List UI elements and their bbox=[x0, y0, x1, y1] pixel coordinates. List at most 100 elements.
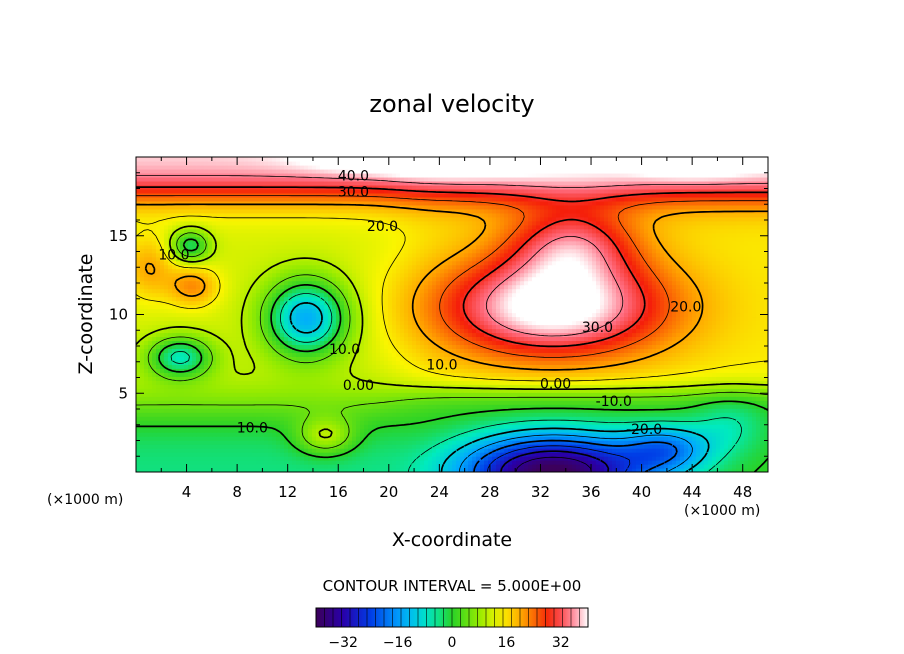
field-cell bbox=[692, 396, 697, 401]
field-cell bbox=[164, 364, 169, 369]
field-cell bbox=[340, 356, 345, 361]
field-cell bbox=[452, 436, 457, 441]
field-cell bbox=[356, 460, 361, 465]
field-cell bbox=[524, 464, 529, 469]
field-cell bbox=[660, 460, 665, 465]
field-cell bbox=[292, 364, 297, 369]
field-cell bbox=[300, 440, 305, 445]
field-cell bbox=[188, 356, 193, 361]
field-cell bbox=[388, 400, 393, 405]
field-cell bbox=[212, 360, 217, 365]
field-cell bbox=[648, 384, 653, 389]
field-cell bbox=[316, 412, 321, 417]
field-cell bbox=[364, 388, 369, 393]
field-cell bbox=[148, 432, 153, 437]
field-cell bbox=[380, 432, 385, 437]
field-cell bbox=[592, 404, 597, 409]
field-cell bbox=[672, 412, 677, 417]
field-cell bbox=[224, 376, 229, 381]
field-cell bbox=[240, 368, 245, 373]
field-cell bbox=[676, 388, 681, 393]
field-cell bbox=[432, 396, 437, 401]
field-cell bbox=[664, 388, 669, 393]
field-cell bbox=[276, 364, 281, 369]
field-cell bbox=[632, 456, 637, 461]
field-cell bbox=[660, 376, 665, 381]
field-cell bbox=[392, 352, 397, 357]
field-cell bbox=[360, 444, 365, 449]
field-cell bbox=[492, 460, 497, 465]
field-cell bbox=[228, 400, 233, 405]
field-cell bbox=[644, 412, 649, 417]
field-cell bbox=[464, 372, 469, 377]
field-cell bbox=[732, 428, 737, 433]
field-cell bbox=[184, 396, 189, 401]
field-cell bbox=[356, 440, 361, 445]
field-cell bbox=[708, 376, 713, 381]
field-cell bbox=[716, 356, 721, 361]
field-cell bbox=[700, 424, 705, 429]
field-cell bbox=[280, 404, 285, 409]
field-cell bbox=[320, 400, 325, 405]
field-cell bbox=[584, 464, 589, 469]
field-cell bbox=[264, 420, 269, 425]
field-cell bbox=[452, 364, 457, 369]
field-cell bbox=[640, 372, 645, 377]
field-cell bbox=[144, 440, 149, 445]
field-cell bbox=[704, 412, 709, 417]
field-cell bbox=[248, 344, 253, 349]
field-cell bbox=[404, 456, 409, 461]
field-cell bbox=[432, 352, 437, 357]
field-cell bbox=[308, 380, 313, 385]
field-cell bbox=[508, 384, 513, 389]
field-cell bbox=[156, 460, 161, 465]
field-cell bbox=[472, 372, 477, 377]
field-cell bbox=[472, 412, 477, 417]
field-cell bbox=[708, 452, 713, 457]
field-cell bbox=[696, 360, 701, 365]
field-cell bbox=[148, 412, 153, 417]
field-cell bbox=[180, 356, 185, 361]
field-cell bbox=[496, 372, 501, 377]
field-cell bbox=[708, 380, 713, 385]
field-cell bbox=[448, 452, 453, 457]
field-cell bbox=[620, 464, 625, 469]
field-cell bbox=[452, 464, 457, 469]
field-cell bbox=[756, 376, 761, 381]
field-cell bbox=[736, 412, 741, 417]
field-cell bbox=[696, 444, 701, 449]
field-cell bbox=[628, 396, 633, 401]
field-cell bbox=[696, 404, 701, 409]
field-cell bbox=[740, 428, 745, 433]
field-cell bbox=[308, 424, 313, 429]
field-cell bbox=[184, 388, 189, 393]
field-cell bbox=[484, 392, 489, 397]
field-cell bbox=[716, 360, 721, 365]
field-cell bbox=[248, 460, 253, 465]
field-cell bbox=[464, 468, 469, 472]
field-cell bbox=[168, 404, 173, 409]
field-cell bbox=[472, 396, 477, 401]
field-cell bbox=[480, 444, 485, 449]
field-cell bbox=[556, 432, 561, 437]
field-cell bbox=[340, 448, 345, 453]
field-cell bbox=[628, 452, 633, 457]
field-cell bbox=[440, 368, 445, 373]
field-cell bbox=[252, 428, 257, 433]
field-cell bbox=[284, 356, 289, 361]
field-cell bbox=[464, 400, 469, 405]
field-cell bbox=[636, 452, 641, 457]
field-cell bbox=[328, 364, 333, 369]
field-cell bbox=[472, 452, 477, 457]
field-cell bbox=[480, 380, 485, 385]
field-cell bbox=[264, 444, 269, 449]
field-cell bbox=[316, 432, 321, 437]
field-cell bbox=[584, 432, 589, 437]
field-cell bbox=[256, 460, 261, 465]
field-cell bbox=[664, 420, 669, 425]
field-cell bbox=[236, 452, 241, 457]
field-cell bbox=[136, 444, 141, 449]
field-cell bbox=[192, 412, 197, 417]
field-cell bbox=[388, 460, 393, 465]
field-cell bbox=[260, 380, 265, 385]
